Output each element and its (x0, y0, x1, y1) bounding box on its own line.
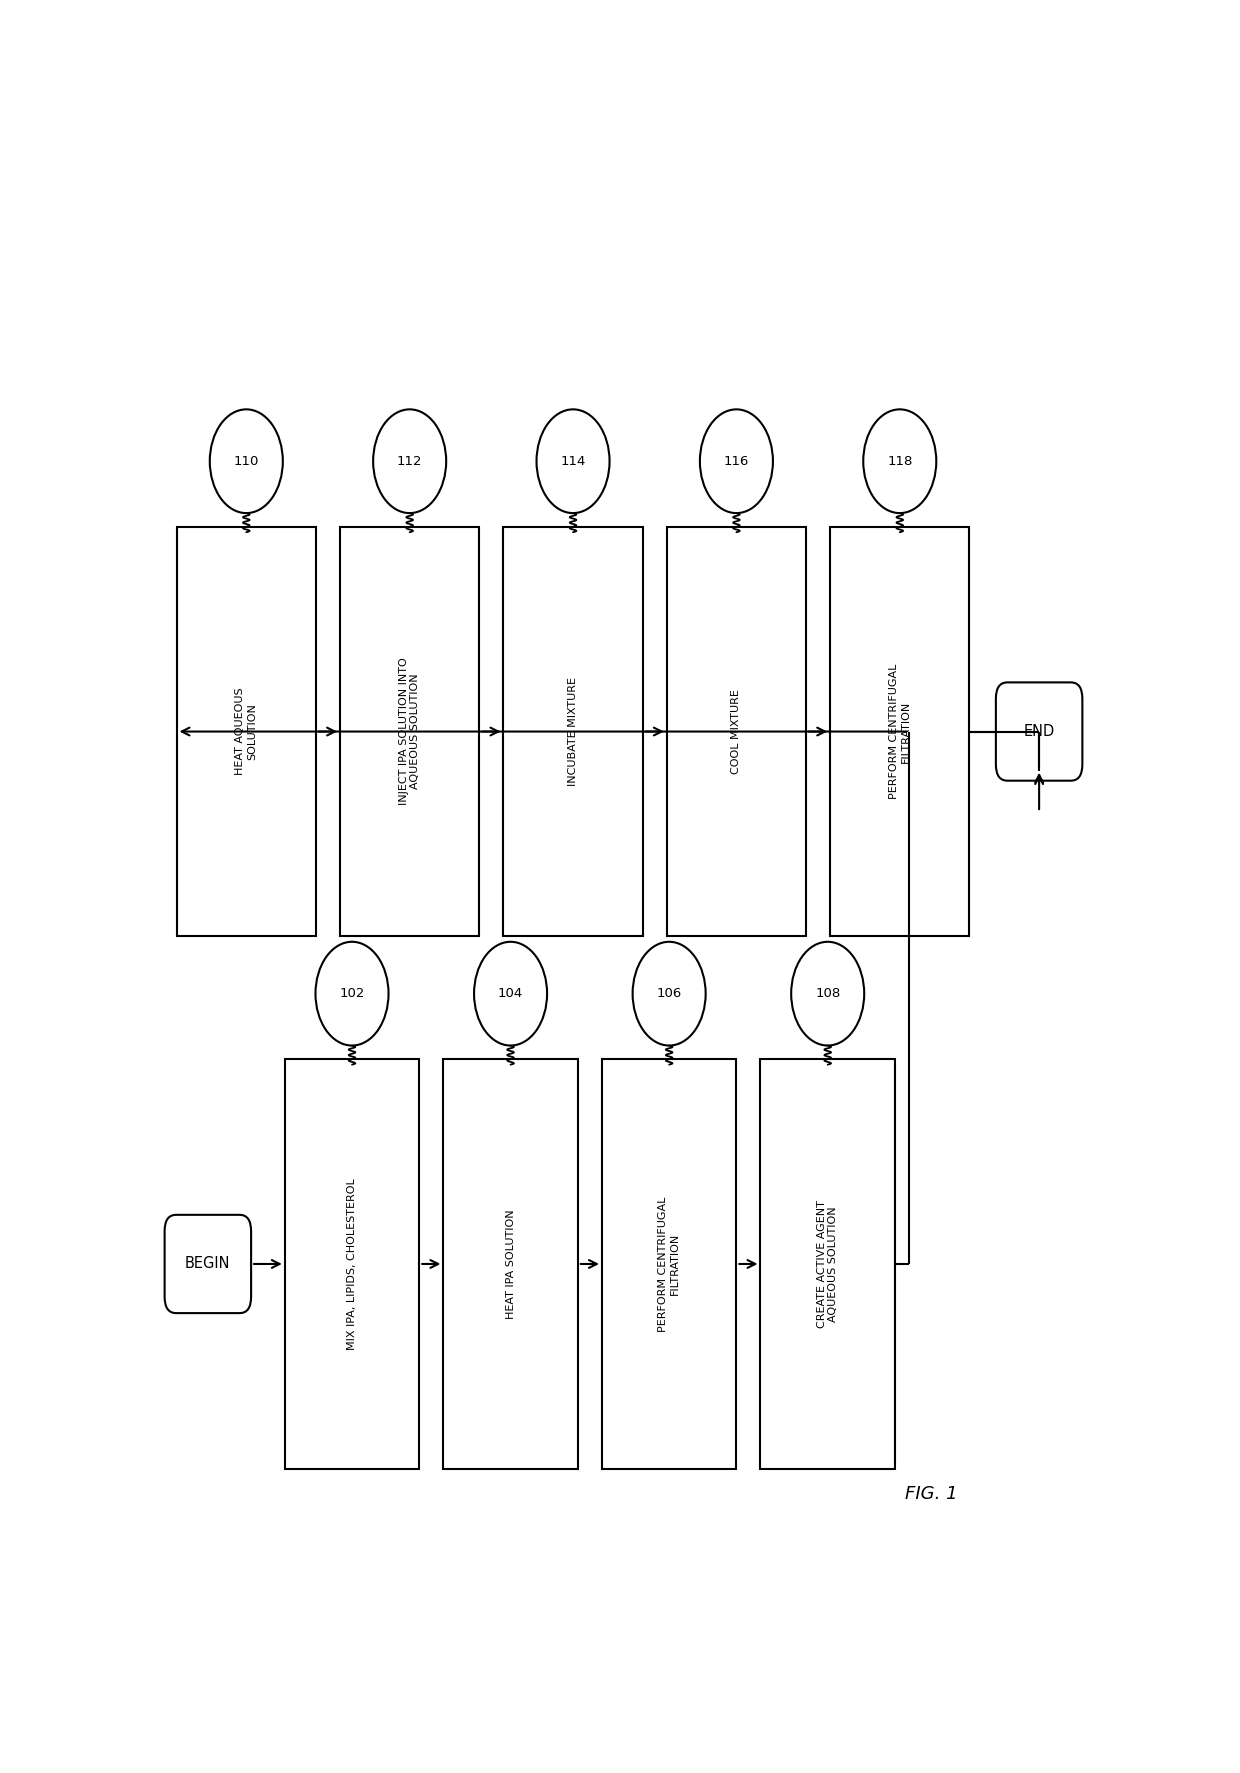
Text: 108: 108 (815, 988, 841, 1000)
Text: 116: 116 (724, 454, 749, 468)
Circle shape (474, 941, 547, 1046)
Circle shape (210, 410, 283, 512)
Text: HEAT AQUEOUS
SOLUTION: HEAT AQUEOUS SOLUTION (236, 688, 257, 775)
Text: 114: 114 (560, 454, 585, 468)
Circle shape (632, 941, 706, 1046)
Bar (503, 527, 642, 936)
Text: PERFORM CENTRIFUGAL
FILTRATION: PERFORM CENTRIFUGAL FILTRATION (658, 1197, 680, 1332)
Text: COOL MIXTURE: COOL MIXTURE (732, 690, 742, 775)
Text: 118: 118 (887, 454, 913, 468)
Circle shape (537, 410, 610, 512)
Circle shape (791, 941, 864, 1046)
Text: 110: 110 (233, 454, 259, 468)
Text: 112: 112 (397, 454, 423, 468)
FancyBboxPatch shape (996, 683, 1083, 780)
Text: CREATE ACTIVE AGENT
AQUEOUS SOLUTION: CREATE ACTIVE AGENT AQUEOUS SOLUTION (817, 1200, 838, 1328)
Circle shape (315, 941, 388, 1046)
Text: FIG. 1: FIG. 1 (905, 1484, 957, 1504)
Text: 102: 102 (340, 988, 365, 1000)
Bar (667, 527, 806, 936)
FancyBboxPatch shape (165, 1215, 250, 1314)
Text: MIX IPA, LIPIDS, CHOLESTEROL: MIX IPA, LIPIDS, CHOLESTEROL (347, 1177, 357, 1349)
Text: HEAT IPA SOLUTION: HEAT IPA SOLUTION (506, 1209, 516, 1319)
Text: 106: 106 (656, 988, 682, 1000)
Circle shape (373, 410, 446, 512)
Bar (444, 1058, 578, 1468)
Circle shape (863, 410, 936, 512)
Bar (285, 1058, 419, 1468)
Circle shape (699, 410, 773, 512)
Bar (340, 527, 480, 936)
Text: BEGIN: BEGIN (185, 1257, 231, 1271)
Bar (176, 527, 316, 936)
Text: INCUBATE MIXTURE: INCUBATE MIXTURE (568, 677, 578, 785)
Text: PERFORM CENTRIFUGAL
FILTRATION: PERFORM CENTRIFUGAL FILTRATION (889, 663, 910, 800)
Bar (830, 527, 970, 936)
Text: END: END (1023, 723, 1055, 739)
Text: INJECT IPA SOLUTION INTO
AQUEOUS SOLUTION: INJECT IPA SOLUTION INTO AQUEOUS SOLUTIO… (399, 658, 420, 805)
Text: 104: 104 (498, 988, 523, 1000)
Bar (601, 1058, 737, 1468)
Bar (760, 1058, 895, 1468)
